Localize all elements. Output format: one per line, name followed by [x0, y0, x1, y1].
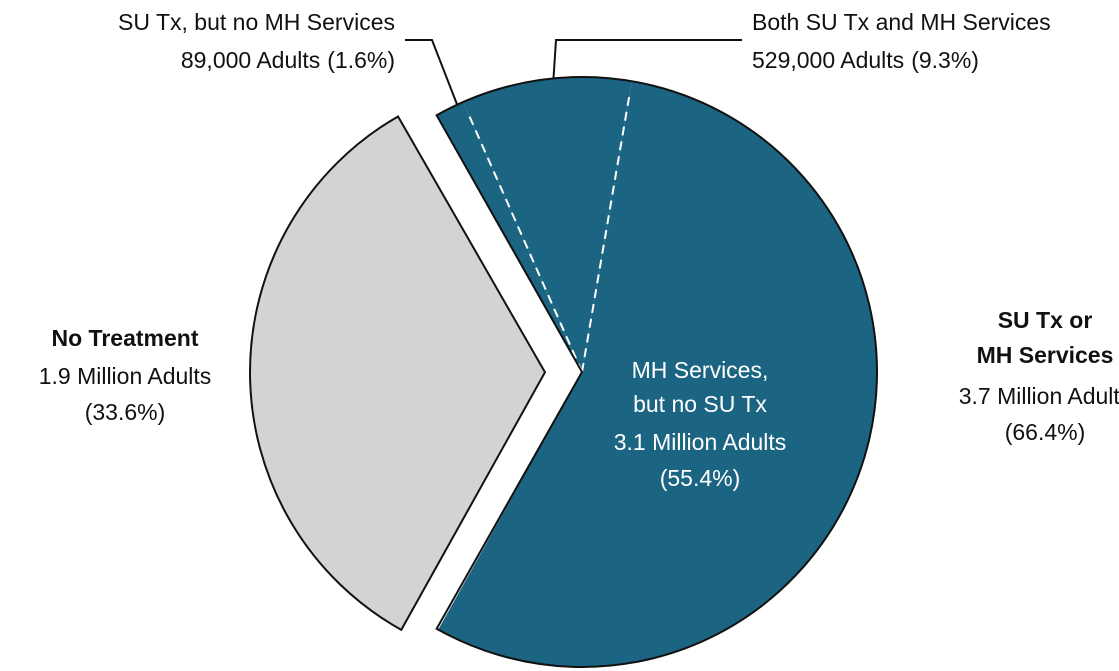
slice-percent: (33.6%) — [85, 399, 166, 425]
slice-count: 529,000 Adults — [752, 47, 904, 73]
slice-value-label: 529,000 Adults (9.3%) — [752, 47, 979, 73]
group-percent: (66.4%) — [1005, 419, 1086, 445]
group-label: SU Tx or — [998, 307, 1093, 333]
slice-divider — [581, 92, 631, 373]
slice-label: but no SU Tx — [633, 391, 767, 417]
slice-percent: (9.3%) — [911, 47, 979, 73]
leader-line — [405, 39, 461, 113]
group-count: 3.7 Million Adults — [959, 383, 1119, 409]
slice-label: MH Services, — [632, 357, 769, 383]
slice-percent: (1.6%) — [327, 47, 395, 73]
slice-count: 89,000 Adults — [181, 47, 320, 73]
slice-label: No Treatment — [52, 325, 199, 351]
leader-line — [552, 39, 742, 87]
pie-slice — [463, 76, 632, 372]
slice-label: SU Tx, but no MH Services — [118, 9, 395, 35]
group-label: MH Services — [977, 342, 1114, 368]
slice-group — [435, 76, 878, 668]
slice-percent: (55.4%) — [660, 465, 741, 491]
pie-slice — [249, 115, 547, 632]
slice-label: Both SU Tx and MH Services — [752, 9, 1051, 35]
pie-slice — [438, 81, 877, 667]
pie-slice — [436, 102, 582, 373]
slice-count: 1.9 Million Adults — [39, 363, 212, 389]
slice-value-label: 89,000 Adults (1.6%) — [181, 47, 395, 73]
slice-divider — [466, 112, 583, 373]
slice-count: 3.1 Million Adults — [614, 429, 787, 455]
